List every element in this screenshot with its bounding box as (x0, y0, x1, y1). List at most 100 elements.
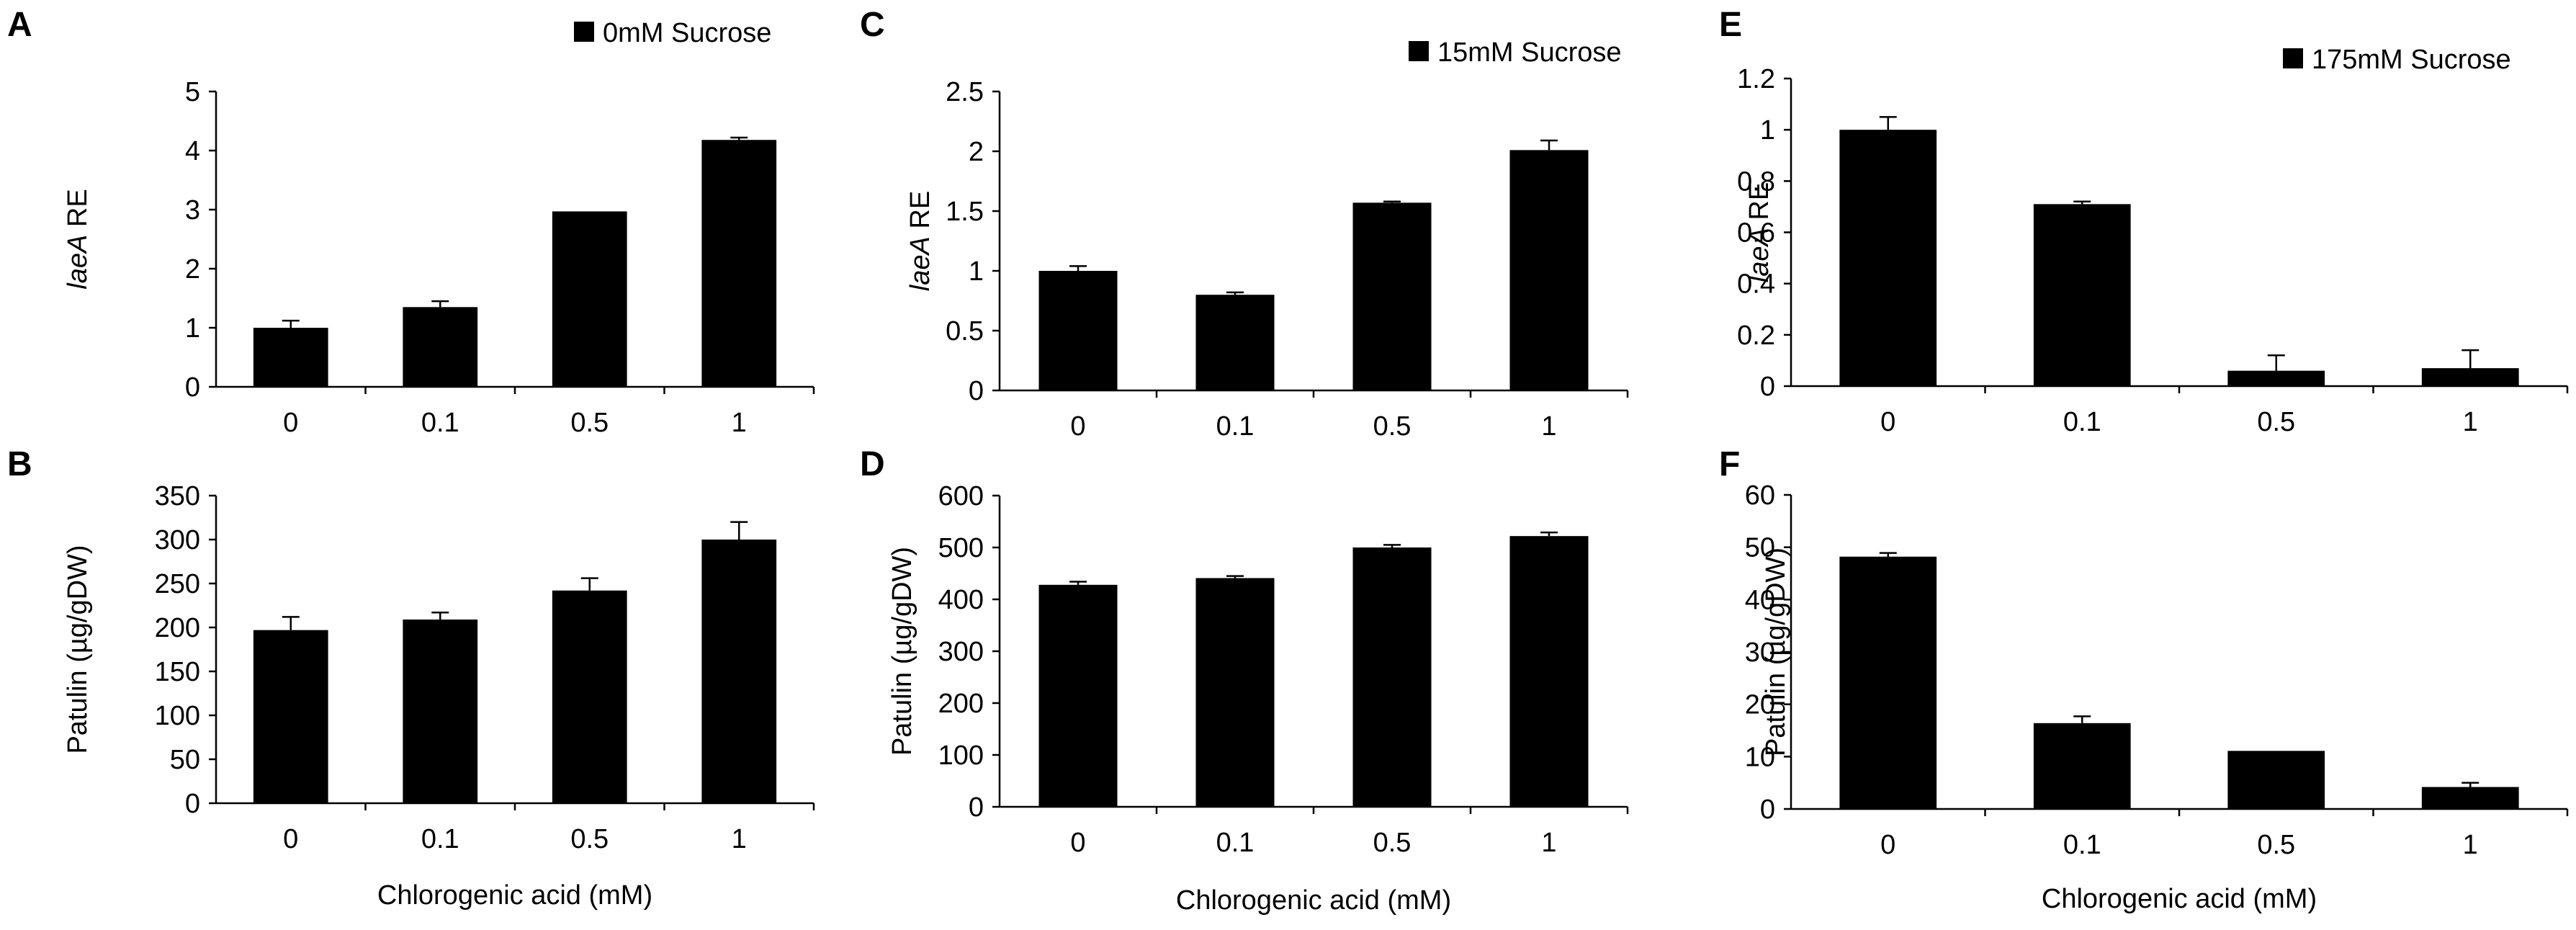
y-axis-label: laeA RE (905, 191, 935, 291)
y-tick-label: 200 (155, 613, 200, 643)
x-axis-label: Chlorogenic acid (mM) (2042, 884, 2317, 914)
y-axis-label-text: RE (63, 189, 93, 234)
bar-0 (1038, 271, 1118, 390)
legend: 15mM Sucrose (1409, 37, 1622, 68)
bar-0.1 (1195, 578, 1275, 807)
x-axis-label: Chlorogenic acid (mM) (1176, 885, 1451, 916)
chart-panel-B: B 0 50 100 150 200 250 300 350 0 0.1 0.5 1 Patulin (µ… (7, 445, 815, 911)
x-tick-label: 0 (1880, 830, 1895, 860)
legend-label: 175mM Sucrose (2312, 45, 2511, 75)
bar-0.1 (403, 307, 478, 387)
y-axis-label-italic: laeA (63, 235, 93, 290)
y-tick-label: 100 (155, 701, 200, 731)
y-tick-label: 0 (969, 792, 984, 823)
y-tick-label: 2 (969, 137, 984, 167)
bar-0 (253, 630, 328, 803)
x-tick-label: 1 (732, 824, 747, 854)
y-tick-label: 0 (969, 376, 984, 406)
y-tick-label: 600 (938, 481, 984, 511)
x-tick-label: 1 (1541, 411, 1556, 442)
y-tick-label: 60 (1745, 480, 1775, 511)
legend-swatch (574, 22, 594, 42)
y-tick-label: 1 (1760, 115, 1775, 146)
bar-0.1 (2033, 723, 2131, 809)
x-tick-label: 0.5 (2257, 407, 2295, 437)
y-tick-label: 0.2 (1737, 321, 1775, 351)
y-tick-label: 20 (1745, 690, 1775, 720)
y-axis-label: Patulin (µg/gDW) (887, 547, 917, 756)
bar-0.5 (552, 211, 627, 387)
y-axis-label: Patulin (µg/gDW) (1761, 547, 1791, 756)
bar-0 (1038, 584, 1118, 807)
y-tick-label: 50 (1745, 533, 1775, 563)
y-tick-label: 100 (938, 741, 984, 771)
bar-1 (2421, 787, 2519, 809)
x-tick-label: 0.1 (2063, 830, 2101, 860)
bar-0.1 (1195, 295, 1275, 390)
y-tick-label: 300 (938, 637, 984, 667)
x-tick-label: 0.5 (2257, 830, 2295, 860)
y-tick-label: 0 (185, 789, 200, 819)
y-axis-label-italic: laeA (1744, 228, 1774, 282)
y-tick-label: 300 (155, 525, 200, 555)
x-tick-label: 0.5 (1373, 828, 1412, 858)
panel-letter: A (7, 6, 32, 44)
y-tick-label: 1.5 (946, 197, 984, 227)
x-tick-label: 0 (1880, 407, 1895, 437)
x-tick-label: 0.1 (421, 408, 459, 438)
y-tick-label: 0.4 (1737, 269, 1775, 300)
x-tick-label: 0 (283, 408, 298, 438)
bar-0.5 (2227, 751, 2325, 809)
y-axis-label-text: Patulin (µg/gDW) (63, 545, 93, 754)
x-tick-label: 1 (1541, 828, 1556, 858)
y-tick-label: 0.5 (946, 316, 984, 346)
y-tick-label: 4 (185, 136, 200, 166)
y-axis-label-text: RE (905, 191, 935, 236)
x-tick-label: 0 (1070, 828, 1085, 858)
y-axis-label: laeA RE (1744, 182, 1774, 282)
x-axis-label: Chlorogenic acid (mM) (377, 880, 652, 911)
y-tick-label: 250 (155, 569, 200, 599)
y-tick-label: 40 (1745, 585, 1775, 615)
y-tick-label: 200 (938, 689, 984, 719)
bar-0.5 (1352, 547, 1432, 807)
x-tick-label: 0.5 (570, 824, 609, 854)
legend: 0mM Sucrose (574, 18, 771, 48)
y-axis-label: laeA RE (63, 189, 93, 289)
y-axis-label-text: RE (1744, 182, 1774, 228)
bar-0.5 (552, 590, 627, 803)
y-tick-label: 50 (170, 745, 200, 775)
y-axis-label: Patulin (µg/gDW) (63, 545, 93, 754)
bar-0 (1839, 556, 1937, 809)
y-tick-label: 150 (155, 657, 200, 687)
x-tick-label: 0.1 (1216, 411, 1255, 442)
x-tick-label: 1 (2463, 407, 2478, 437)
y-axis-label-text: Patulin (µg/gDW) (887, 547, 917, 756)
legend-label: 0mM Sucrose (603, 18, 771, 48)
y-tick-label: 2 (185, 254, 200, 285)
bar-0.5 (1352, 202, 1432, 390)
x-tick-label: 0 (283, 824, 298, 854)
x-tick-label: 0.5 (1373, 411, 1412, 442)
y-tick-label: 400 (938, 585, 984, 615)
chart-panel-F: F 0 10 20 30 40 50 60 0 0.1 0.5 1 Patulin (µg/gDW) Ch… (1719, 445, 2569, 914)
panel-letter: E (1719, 6, 1742, 44)
y-tick-label: 2.5 (946, 77, 984, 107)
bar-0.5 (2227, 370, 2325, 386)
legend: 175mM Sucrose (2283, 45, 2511, 75)
x-tick-label: 0 (1070, 411, 1085, 442)
x-tick-label: 1 (732, 408, 747, 438)
y-tick-label: 500 (938, 533, 984, 563)
bar-1 (1509, 536, 1589, 807)
y-tick-label: 1 (185, 313, 200, 344)
y-tick-label: 0 (185, 372, 200, 403)
panel-letter: B (7, 445, 32, 483)
legend-label: 15mM Sucrose (1437, 37, 1622, 68)
panel-letter: F (1719, 445, 1740, 483)
y-tick-label: 1.2 (1737, 64, 1775, 94)
x-tick-label: 0.1 (421, 824, 459, 854)
x-tick-label: 0.1 (1216, 828, 1255, 858)
bar-0 (1839, 130, 1937, 386)
chart-panel-C: C 0 0.5 1 1.5 2 2.5 0 0.1 0.5 1 laeA RE 15mM Sucrose (860, 6, 1629, 442)
